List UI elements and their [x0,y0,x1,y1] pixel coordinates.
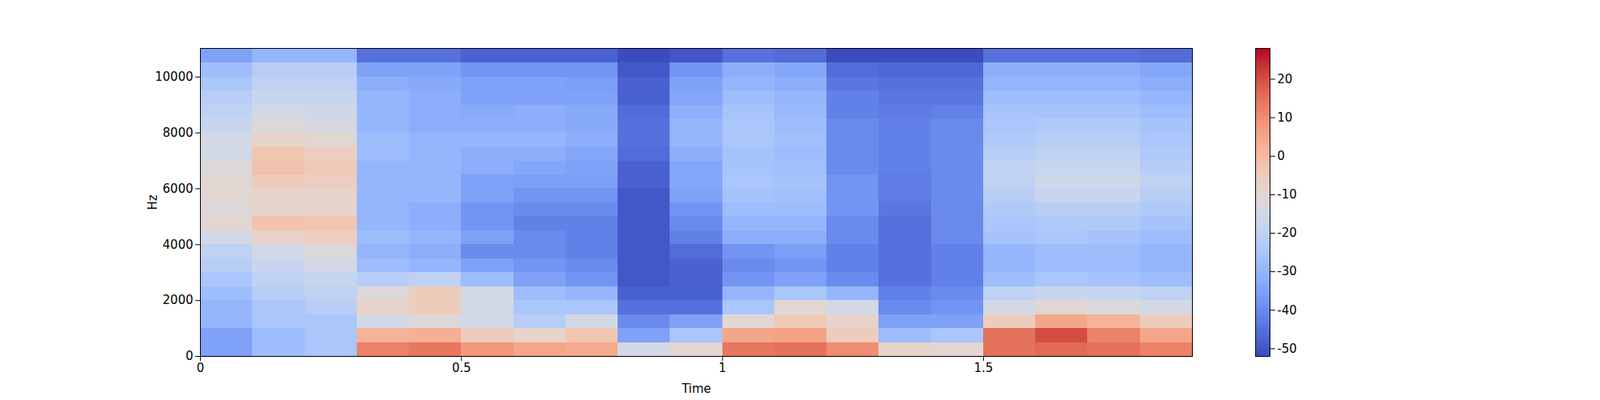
svg-text:0: 0 [196,360,205,376]
svg-text:0: 0 [1277,148,1286,164]
svg-text:-40: -40 [1277,303,1298,318]
svg-text:-20: -20 [1277,225,1298,240]
svg-text:Time: Time [680,381,712,396]
svg-text:-10: -10 [1277,187,1298,202]
svg-text:6000: 6000 [162,181,193,196]
svg-text:-30: -30 [1277,264,1298,279]
svg-text:20: 20 [1277,72,1293,87]
svg-text:1: 1 [718,360,727,376]
svg-text:10: 10 [1277,110,1293,125]
svg-text:8000: 8000 [162,125,193,140]
svg-text:Hz: Hz [145,194,160,210]
svg-text:4000: 4000 [162,237,193,252]
svg-text:10000: 10000 [155,69,194,84]
svg-text:0: 0 [185,348,194,364]
svg-text:-50: -50 [1277,341,1298,356]
svg-text:0.5: 0.5 [452,360,472,376]
svg-text:1.5: 1.5 [974,360,994,376]
svg-text:2000: 2000 [162,292,193,308]
